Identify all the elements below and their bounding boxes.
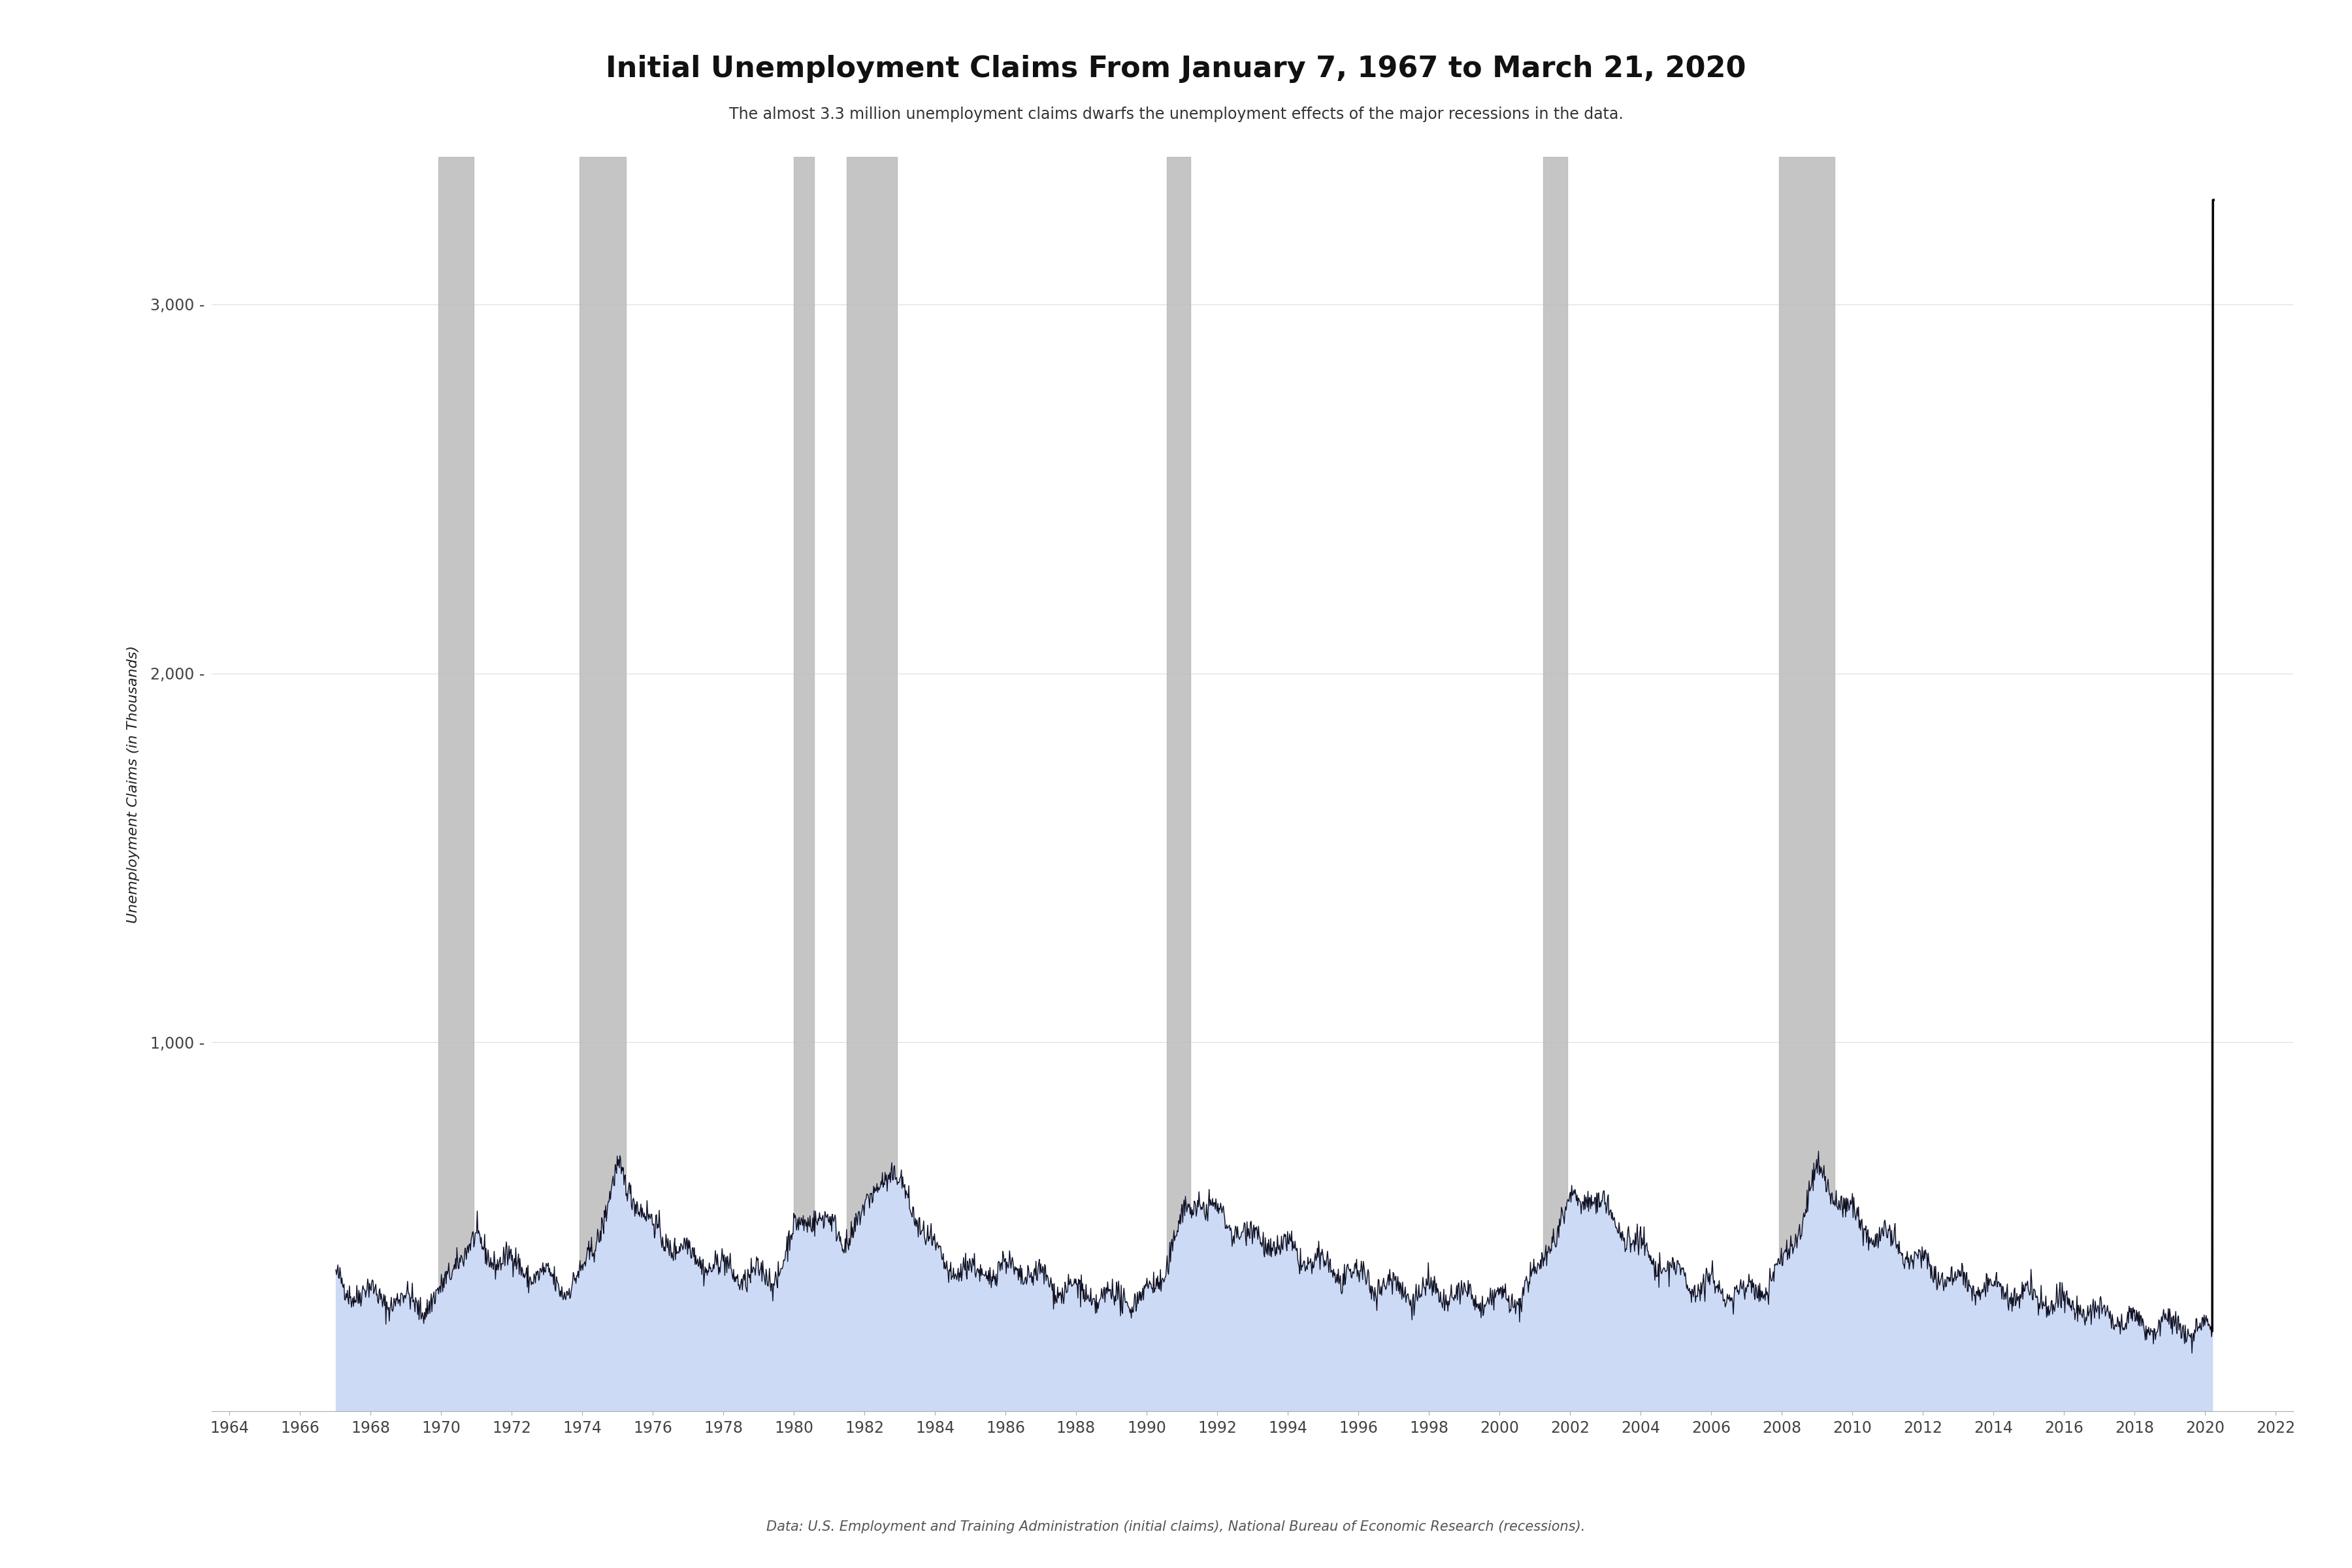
Text: Initial Unemployment Claims From January 7, 1967 to March 21, 2020: Initial Unemployment Claims From January… [607,55,1745,83]
Bar [579,157,626,1411]
Bar [847,157,896,1411]
Bar [1778,157,1835,1411]
Y-axis label: Unemployment Claims (in Thousands): Unemployment Claims (in Thousands) [127,644,139,924]
Bar [1167,157,1190,1411]
Bar [437,157,473,1411]
Text: Data: U.S. Employment and Training Administration (initial claims), National Bur: Data: U.S. Employment and Training Admin… [767,1521,1585,1534]
Text: The almost 3.3 million unemployment claims dwarfs the unemployment effects of th: The almost 3.3 million unemployment clai… [729,107,1623,122]
Bar [1543,157,1566,1411]
Bar [793,157,814,1411]
